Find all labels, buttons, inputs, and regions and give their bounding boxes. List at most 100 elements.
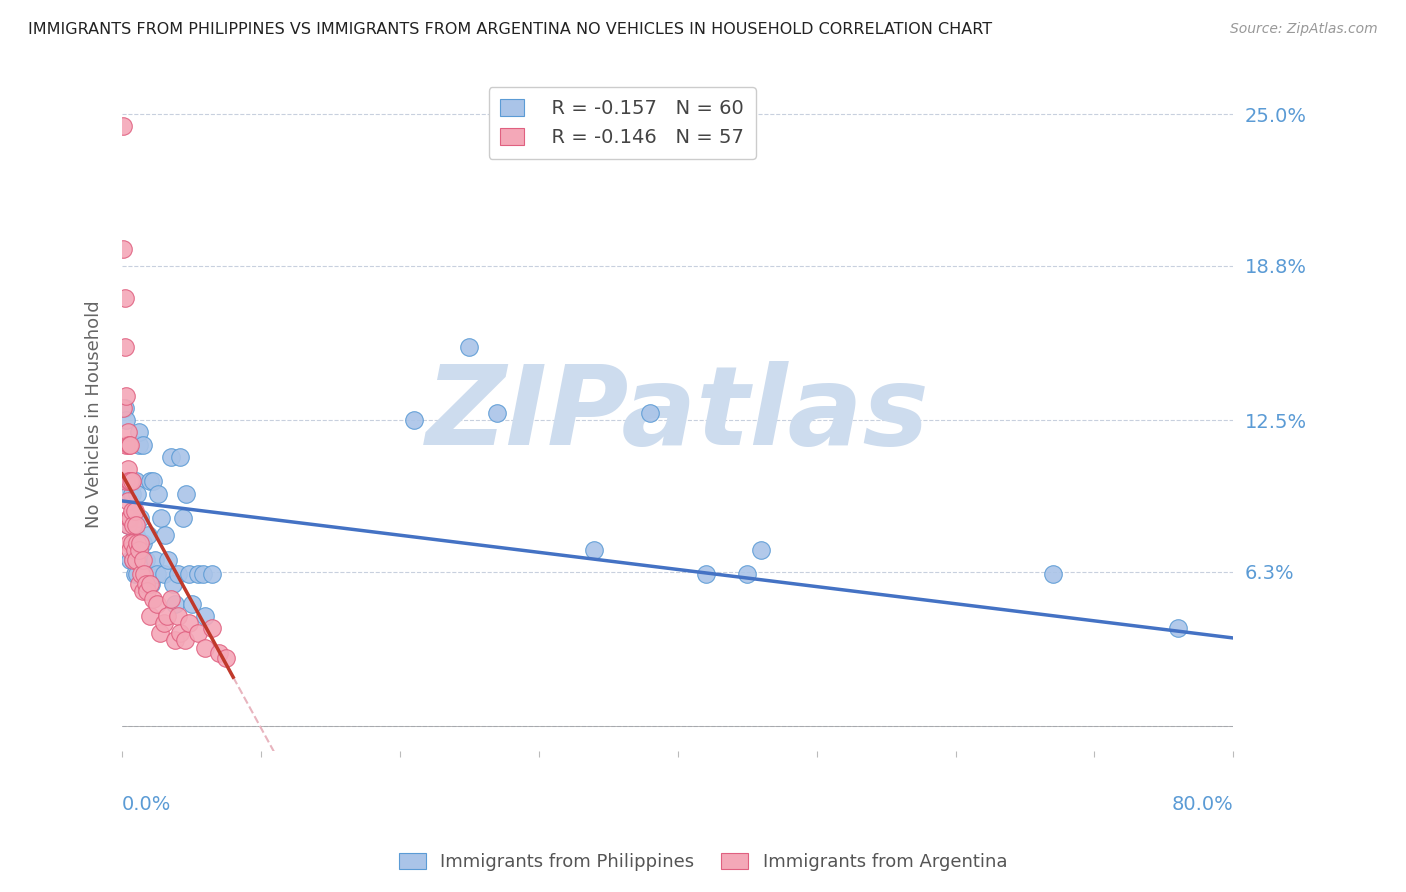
- Point: [749, 542, 772, 557]
- Legend:   R = -0.157   N = 60,   R = -0.146   N = 57: R = -0.157 N = 60, R = -0.146 N = 57: [489, 87, 755, 159]
- Point: [163, 597, 186, 611]
- Point: [122, 518, 145, 533]
- Point: [162, 577, 184, 591]
- Point: [129, 535, 152, 549]
- Point: [583, 542, 606, 557]
- Point: [121, 475, 143, 489]
- Point: [201, 621, 224, 635]
- Point: [187, 567, 209, 582]
- Point: [117, 462, 139, 476]
- Point: [169, 626, 191, 640]
- Point: [128, 542, 150, 557]
- Point: [142, 475, 165, 489]
- Point: [134, 567, 156, 582]
- Point: [128, 425, 150, 440]
- Point: [146, 597, 169, 611]
- Point: [114, 340, 136, 354]
- Point: [131, 567, 153, 582]
- Point: [155, 609, 177, 624]
- Point: [149, 511, 172, 525]
- Point: [114, 291, 136, 305]
- Point: [124, 567, 146, 582]
- Point: [125, 528, 148, 542]
- Point: [115, 413, 138, 427]
- Point: [114, 401, 136, 415]
- Point: [128, 577, 150, 591]
- Point: [735, 567, 758, 582]
- Point: [177, 616, 200, 631]
- Point: [121, 535, 143, 549]
- Point: [131, 535, 153, 549]
- Point: [152, 567, 174, 582]
- Point: [1167, 621, 1189, 635]
- Point: [163, 633, 186, 648]
- Point: [159, 450, 181, 464]
- Point: [208, 646, 231, 660]
- Point: [132, 437, 155, 451]
- Point: [124, 542, 146, 557]
- Y-axis label: No Vehicles in Household: No Vehicles in Household: [86, 301, 103, 528]
- Point: [117, 518, 139, 533]
- Point: [112, 242, 135, 256]
- Point: [201, 567, 224, 582]
- Point: [152, 616, 174, 631]
- Point: [215, 650, 238, 665]
- Point: [118, 475, 141, 489]
- Point: [118, 511, 141, 525]
- Legend: Immigrants from Philippines, Immigrants from Argentina: Immigrants from Philippines, Immigrants …: [391, 846, 1015, 879]
- Point: [120, 475, 142, 489]
- Point: [125, 552, 148, 566]
- Point: [128, 437, 150, 451]
- Point: [191, 567, 214, 582]
- Point: [145, 552, 167, 566]
- Point: [180, 597, 202, 611]
- Point: [115, 437, 138, 451]
- Point: [120, 552, 142, 566]
- Point: [118, 535, 141, 549]
- Point: [120, 475, 142, 489]
- Point: [135, 577, 157, 591]
- Text: 80.0%: 80.0%: [1171, 795, 1233, 814]
- Point: [121, 535, 143, 549]
- Point: [136, 567, 159, 582]
- Point: [174, 486, 197, 500]
- Point: [146, 486, 169, 500]
- Point: [118, 437, 141, 451]
- Point: [120, 437, 142, 451]
- Point: [132, 535, 155, 549]
- Point: [153, 528, 176, 542]
- Point: [695, 567, 717, 582]
- Point: [141, 577, 163, 591]
- Point: [148, 626, 170, 640]
- Point: [136, 584, 159, 599]
- Point: [169, 450, 191, 464]
- Point: [173, 633, 195, 648]
- Point: [146, 567, 169, 582]
- Point: [121, 486, 143, 500]
- Point: [194, 609, 217, 624]
- Point: [166, 609, 188, 624]
- Point: [124, 528, 146, 542]
- Point: [138, 528, 160, 542]
- Point: [166, 567, 188, 582]
- Point: [139, 475, 162, 489]
- Point: [125, 518, 148, 533]
- Point: [402, 413, 425, 427]
- Point: [127, 535, 149, 549]
- Point: [122, 552, 145, 566]
- Point: [135, 552, 157, 566]
- Point: [156, 552, 179, 566]
- Point: [118, 475, 141, 489]
- Point: [486, 406, 509, 420]
- Point: [142, 591, 165, 606]
- Point: [132, 552, 155, 566]
- Point: [115, 475, 138, 489]
- Point: [194, 640, 217, 655]
- Point: [125, 475, 148, 489]
- Point: [120, 542, 142, 557]
- Point: [122, 518, 145, 533]
- Point: [139, 609, 162, 624]
- Point: [121, 504, 143, 518]
- Point: [127, 486, 149, 500]
- Point: [159, 591, 181, 606]
